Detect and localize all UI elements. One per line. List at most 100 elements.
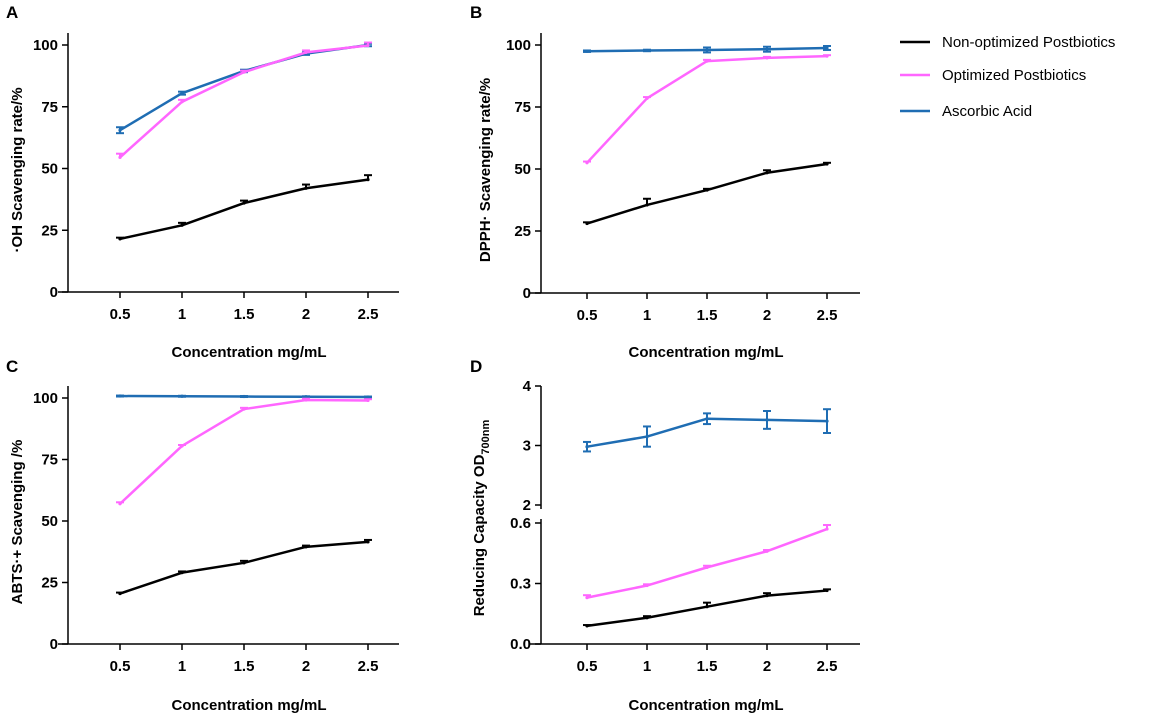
panel-d-y-tick-label-lower: 0.0	[510, 636, 531, 653]
panel-b-non-optimized-point-0	[585, 221, 589, 226]
panel-c-non-optimized-point-2	[242, 561, 246, 565]
panel-c-x-tick-label: 2	[302, 658, 310, 675]
panel-b-series-line-non-optimized	[586, 162, 828, 225]
y-axis-title-a: ·OH Scavenging rate/%	[9, 87, 26, 252]
panel-d-optimized-point-2	[705, 565, 709, 569]
panel-b-optimized-point-1	[645, 96, 649, 100]
panel-label-b: B	[470, 3, 482, 22]
panel-d-optimized-point-3	[765, 549, 769, 553]
panel-a-non-optimized-point-0	[118, 237, 122, 241]
panel-b-ascorbic-point-3	[765, 47, 769, 51]
panel-d-y-tick-label-lower: 0.6	[510, 515, 531, 532]
panel-d-non-optimized-point-4	[825, 588, 829, 593]
panel-d-x-tick-label: 0.5	[577, 658, 598, 675]
panel-a-x-tick-label: 1	[178, 306, 186, 323]
panel-b-ascorbic-point-2	[705, 48, 709, 52]
panel-c-non-optimized-point-4	[366, 540, 370, 544]
panel-c-optimized-point-0	[118, 502, 122, 506]
panel-label-a: A	[6, 3, 18, 22]
panel-c-ascorbic-point-3	[304, 395, 308, 399]
panel-c-optimized-point-3	[304, 398, 308, 402]
panel-b-optimized-point-2	[705, 59, 709, 63]
panel-c-optimized-point-4	[366, 398, 370, 403]
panel-a-y-tick-label: 100	[33, 37, 58, 54]
panel-a-y-tick-label: 75	[41, 99, 58, 116]
panel-b-x-tick-label: 2	[763, 307, 771, 324]
panel-d-ascorbic-point-3	[765, 418, 769, 422]
panel-d-optimized-point-0	[585, 596, 589, 600]
panel-c-x-tick-label: 1	[178, 658, 186, 675]
chart-panel-a: 0 25 50 75 100 0.5 1 1.5 2 2.5	[33, 33, 399, 323]
panel-c-ascorbic-point-4	[366, 395, 370, 399]
panel-a-non-optimized-point-1	[180, 223, 184, 227]
y-axis-title-d-subscript: 700nm	[480, 420, 492, 455]
panel-c-non-optimized-point-1	[180, 571, 184, 575]
panel-a-y-tick-label: 0	[50, 284, 58, 301]
panel-b-optimized-point-4	[825, 54, 829, 58]
y-axis-title-c: ABTS·+ Scavenging /%	[9, 440, 26, 605]
panel-a-x-tick-label: 0.5	[110, 306, 131, 323]
panel-d-x-tick-label: 1.5	[697, 658, 718, 675]
panel-c-non-optimized-point-0	[118, 591, 122, 596]
panel-a-y-tick-label: 50	[41, 161, 58, 178]
panel-a-optimized-point-2	[242, 70, 246, 74]
panel-b-ascorbic-point-0	[585, 49, 589, 53]
panel-c-optimized-point-1	[180, 444, 184, 448]
panel-b-non-optimized-point-3	[765, 171, 769, 175]
panel-d-y-tick-label-upper: 3	[523, 438, 531, 455]
panel-c-series-line-optimized	[119, 398, 369, 505]
panel-b-y-tick-label: 75	[514, 99, 531, 116]
panel-d-y-tick-label-lower: 0.3	[510, 576, 531, 593]
panel-d-ascorbic-point-1	[645, 434, 649, 439]
panel-c-series-line-non-optimized	[119, 540, 369, 595]
chart-panel-c: 0 25 50 75 100 0.5 1 1.5 2 2.5	[33, 386, 399, 675]
x-axis-title-a: Concentration mg/mL	[171, 344, 326, 361]
panel-b-non-optimized-point-1	[645, 203, 649, 207]
panel-b-optimized-point-3	[765, 56, 769, 60]
panel-c-y-tick-label: 25	[41, 575, 58, 592]
panel-c-x-tick-label: 2.5	[358, 658, 379, 675]
panel-a-x-tick-label: 2.5	[358, 306, 379, 323]
panel-c-non-optimized-point-3	[304, 545, 308, 549]
legend-label-non-optimized: Non-optimized Postbiotics	[942, 34, 1115, 51]
panel-a-y-tick-label: 25	[41, 222, 58, 239]
panel-a-non-optimized-point-3	[304, 186, 308, 190]
panel-b-non-optimized-point-4	[825, 162, 829, 166]
panel-a-non-optimized-point-4	[366, 178, 370, 182]
panel-a-series-line-non-optimized	[119, 178, 369, 241]
panel-b-y-tick-label: 0	[523, 285, 531, 302]
panel-c-y-tick-label: 100	[33, 390, 58, 407]
panel-c-optimized-point-2	[242, 407, 246, 411]
legend: Non-optimized Postbiotics Optimized Post…	[900, 34, 1115, 120]
panel-b-y-tick-label: 100	[506, 37, 531, 54]
panel-b-x-tick-label: 0.5	[577, 307, 598, 324]
panel-d-x-tick-label: 1	[643, 658, 651, 675]
legend-label-optimized: Optimized Postbiotics	[942, 67, 1086, 84]
panel-d-ascorbic-point-2	[705, 417, 709, 421]
panel-b-y-tick-label: 25	[514, 223, 531, 240]
panel-c-y-tick-label: 75	[41, 452, 58, 469]
panel-c-y-tick-label: 0	[50, 636, 58, 653]
panel-d-x-tick-label: 2.5	[817, 658, 838, 675]
panel-a-series-line-ascorbic	[119, 43, 369, 132]
panel-d-ascorbic-point-4	[825, 419, 829, 423]
panel-a-optimized-point-0	[118, 155, 122, 159]
panel-d-non-optimized-point-2	[705, 605, 709, 609]
y-axis-title-d: Reducing Capacity OD700nm	[471, 420, 492, 617]
panel-a-x-tick-label: 1.5	[234, 306, 255, 323]
panel-d-non-optimized-point-0	[585, 624, 589, 628]
panel-c-ascorbic-point-0	[118, 394, 122, 398]
panel-b-x-tick-label: 1	[643, 307, 651, 324]
panel-b-non-optimized-point-2	[705, 188, 709, 192]
panel-d-series-line-optimized	[586, 527, 828, 599]
panel-d-x-tick-label: 2	[763, 658, 771, 675]
panel-c-ascorbic-point-1	[180, 394, 184, 398]
panel-a-x-tick-label: 2	[302, 306, 310, 323]
panel-label-c: C	[6, 357, 18, 376]
legend-label-ascorbic-acid: Ascorbic Acid	[942, 103, 1032, 120]
panel-a-ascorbic-point-0	[118, 128, 122, 132]
panel-a-series-line-optimized	[119, 44, 369, 159]
panel-d-optimized-point-1	[645, 583, 649, 588]
panel-d-y-tick-label-upper: 2	[523, 497, 531, 514]
